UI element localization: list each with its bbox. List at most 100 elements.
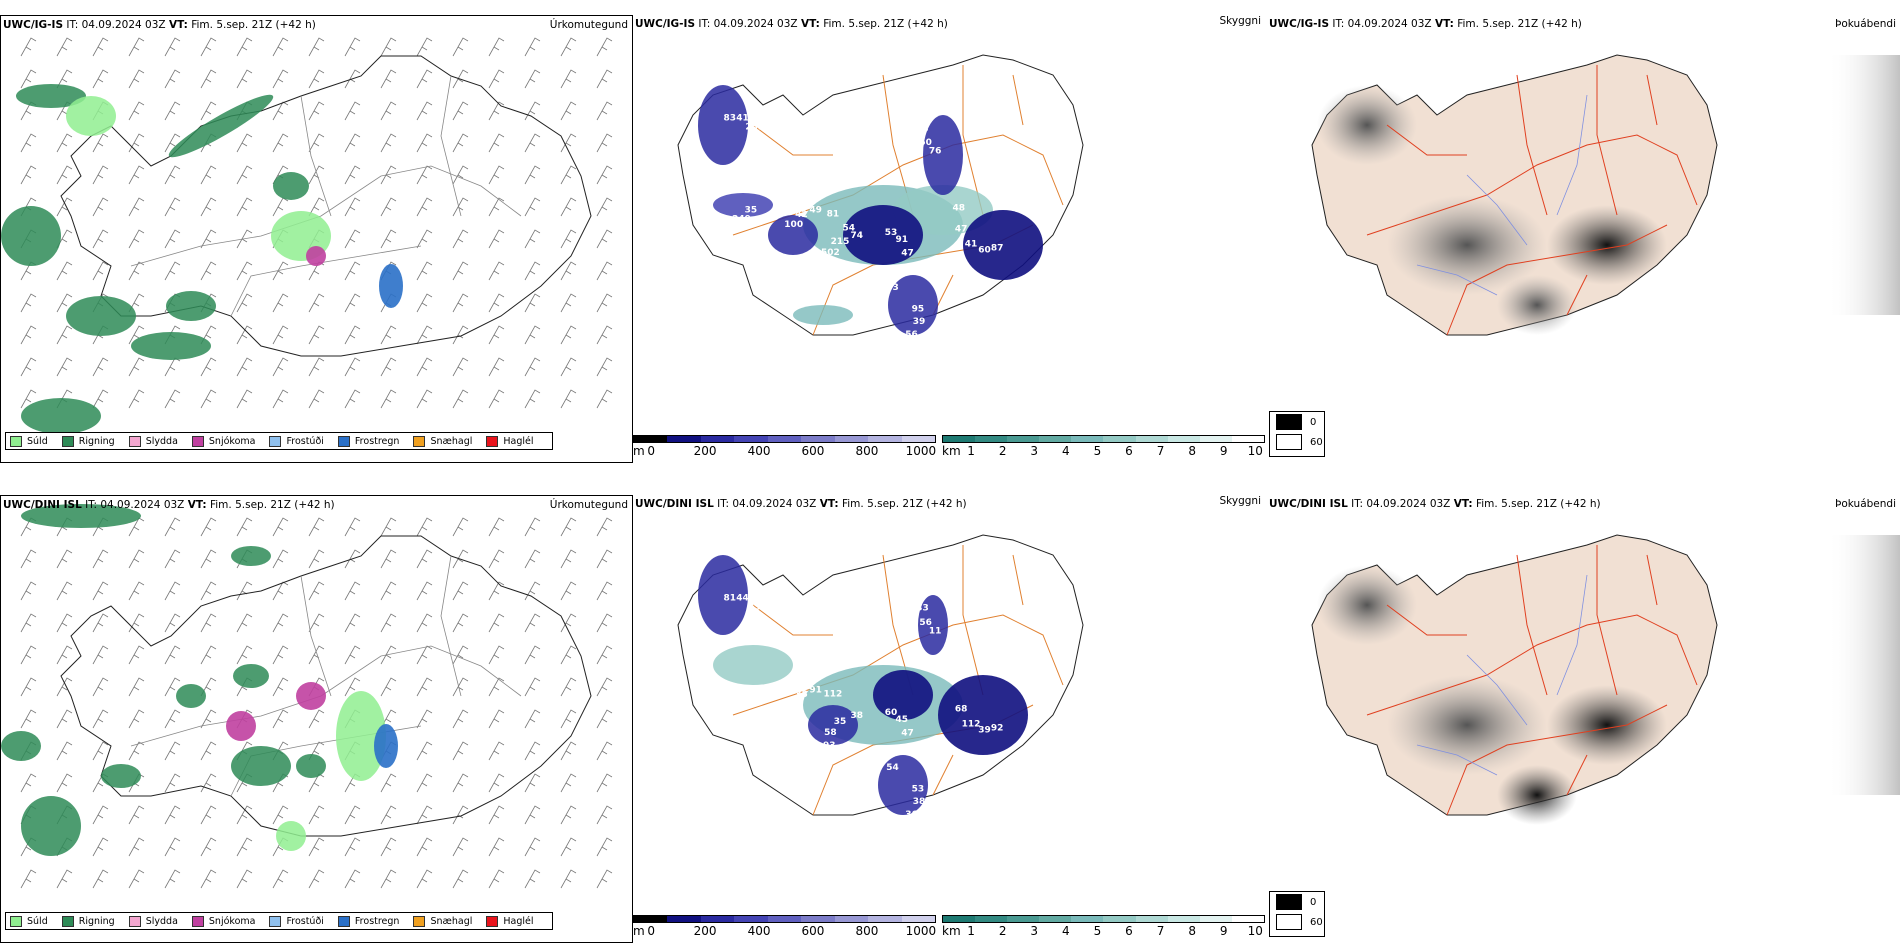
visibility-colorbar: km 1 2 3 4 5 6 7 8 9 10 (942, 915, 1265, 938)
wind-barb (524, 741, 541, 761)
cloud-base-label: 39 (913, 317, 926, 327)
legend-swatch (413, 435, 426, 447)
cloud-base-label: 58 (824, 728, 837, 738)
wind-barb (344, 133, 361, 153)
wind-barb (416, 517, 433, 537)
wind-barb (560, 613, 577, 633)
wind-barb (236, 581, 253, 601)
wind-barb (596, 709, 613, 729)
legend-item: Frostúði (269, 435, 324, 447)
wind-barb (488, 581, 505, 601)
wind-barb (524, 133, 541, 153)
wind-barb (344, 229, 361, 249)
wind-barb (92, 613, 109, 633)
wind-barb (416, 261, 433, 281)
cloud-base-label: 54 (843, 223, 856, 233)
wind-barb (56, 37, 73, 57)
wind-barb (344, 261, 361, 281)
wind-barb (524, 197, 541, 217)
wind-barbs (20, 517, 613, 889)
wind-barb (596, 325, 613, 345)
wind-barb (380, 389, 397, 409)
wind-barb (272, 805, 289, 825)
wind-barb (56, 549, 73, 569)
fog-legend-row: 60 (1270, 912, 1324, 932)
colorbar-tick-label: 1000 (905, 444, 937, 458)
wind-barb (164, 581, 181, 601)
wind-barb (416, 69, 433, 89)
wind-barb (236, 613, 253, 633)
colorbar-tick-label: 800 (855, 924, 879, 938)
wind-barb (20, 293, 37, 313)
wind-barb (92, 677, 109, 697)
wind-barb (596, 165, 613, 185)
cloud-base-label: 80 (735, 694, 748, 704)
legend-swatch (191, 915, 204, 927)
wind-barb (308, 133, 325, 153)
wind-barb (164, 613, 181, 633)
colorbar-tick-label: 6 (1125, 444, 1133, 458)
wind-barb (596, 773, 613, 793)
wind-barb (92, 389, 109, 409)
cloud-base-label: 49 (756, 138, 769, 148)
wind-barb (236, 869, 253, 889)
legend-swatch (269, 915, 282, 927)
cloud-base-label: 35 (834, 717, 847, 727)
wind-barb (164, 773, 181, 793)
wind-barb (92, 133, 109, 153)
cloud-base-label: 249 (732, 214, 751, 224)
cloud-base-label: 51 (720, 696, 733, 706)
wind-barb (308, 581, 325, 601)
wind-barb (92, 805, 109, 825)
wind-barb (164, 517, 181, 537)
cloud-base-label: 50 (919, 138, 932, 148)
precip-type-map-row1: UWC/IG-IS IT: 04.09.2024 03Z VT: Fim. 5.… (0, 15, 633, 463)
wind-barb (20, 69, 37, 89)
cloud-base-label: 87 (991, 243, 1004, 253)
colorbar-unit: m (633, 924, 645, 938)
wind-barb (164, 837, 181, 857)
iceland-outline (60, 55, 592, 357)
colorbar-unit: m (633, 444, 645, 458)
precip-type-map-row2: UWC/DINI ISL IT: 04.09.2024 03Z VT: Fim.… (0, 495, 633, 943)
colorbar-tick-label: 3 (1030, 444, 1039, 458)
panel-title: Skyggni (1219, 15, 1262, 27)
wind-barb (416, 549, 433, 569)
fog-legend-label: 0 (1310, 416, 1317, 428)
wind-barb (596, 261, 613, 281)
cloud-base-label: 57 (890, 819, 903, 829)
wind-barb (56, 69, 73, 89)
wind-barb (92, 197, 109, 217)
legend-swatch (128, 435, 141, 447)
wind-barb (92, 645, 109, 665)
wind-barb (236, 229, 253, 249)
wind-barb (452, 869, 469, 889)
wind-barb (200, 741, 217, 761)
wind-barb (488, 709, 505, 729)
wind-barb (524, 165, 541, 185)
wind-barb (488, 133, 505, 153)
cloud-base-label: 21 (745, 686, 758, 696)
wind-barb (164, 869, 181, 889)
wind-barb (272, 69, 289, 89)
fog-legend-row: 60 (1270, 432, 1324, 452)
wind-barb (128, 229, 145, 249)
colorbar-tick-label: 600 (801, 924, 825, 938)
wind-barb (236, 197, 253, 217)
cloud-base-label: 47 (955, 225, 968, 235)
panel-title: Þokuábendi (1835, 498, 1896, 510)
wind-barb (416, 325, 433, 345)
wind-barb (560, 805, 577, 825)
wind-barb (560, 709, 577, 729)
wind-barb (236, 133, 253, 153)
wind-barb (272, 549, 289, 569)
wind-barb (524, 389, 541, 409)
colorbar-tick-label: 7 (1156, 924, 1165, 938)
wind-barb (452, 837, 469, 857)
precip-type-legend: Súld Rigning Slydda Snjókoma Frostúði Frostre… (5, 432, 553, 450)
wind-barb (164, 261, 181, 281)
wind-barb (236, 261, 253, 281)
fog-legend: 0 60 (1269, 411, 1325, 457)
wind-barb (416, 581, 433, 601)
wind-barb (92, 549, 109, 569)
